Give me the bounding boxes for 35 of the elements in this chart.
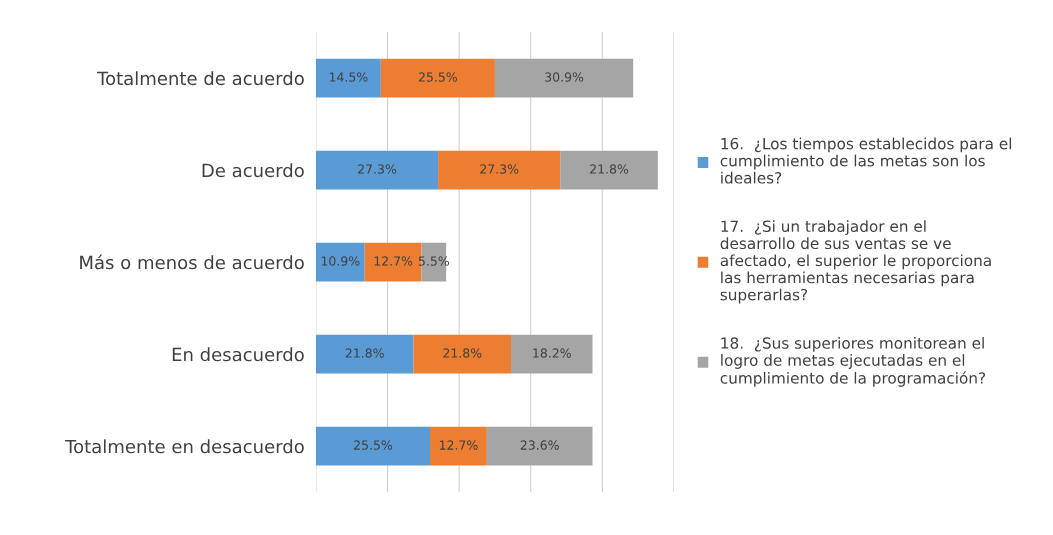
bar xyxy=(315,150,439,190)
legend-label: 16. ¿Los tiempos establecidos para el cumplimiento de las metas son los ideales? xyxy=(720,137,1012,184)
bar xyxy=(380,58,495,98)
legend-label: 17. ¿Si un trabajador en el desarrollo de sus ventas se ve afectado, el superior le proporciona las herramientas necesarias para superarlas? xyxy=(720,220,991,304)
y-tick-label: Más o menos de acuerdo xyxy=(80,254,304,270)
bar xyxy=(315,242,365,282)
bar xyxy=(413,334,512,374)
data-label: 30.9% xyxy=(545,72,584,82)
data-label: 25.5% xyxy=(354,440,393,450)
data-label: 21.8% xyxy=(590,164,629,174)
y-tick-label: En desacuerdo xyxy=(172,347,304,362)
data-label: 23.6% xyxy=(520,440,559,450)
y-tick-label: Totalmente en desacuerdo xyxy=(65,439,304,454)
data-label: 12.7% xyxy=(439,440,478,450)
bar xyxy=(560,150,658,190)
bar xyxy=(430,426,487,466)
data-label: 27.3% xyxy=(480,164,519,174)
y-tick-label: Totalmente de acuerdo xyxy=(97,71,304,86)
y-tick-label: De acuerdo xyxy=(202,163,304,178)
bar xyxy=(494,58,634,98)
bar xyxy=(315,58,381,98)
data-label: 10.9% xyxy=(321,256,360,266)
data-label: 18.2% xyxy=(533,348,571,358)
bar xyxy=(315,334,414,374)
legend-label: 18. ¿Sus superiores monitorean el logro de metas ejecutadas en el cumplimiento de la programación? xyxy=(720,337,986,387)
data-label: 27.3% xyxy=(358,164,397,174)
bar xyxy=(315,426,431,466)
bar xyxy=(486,426,593,466)
bar xyxy=(438,150,561,190)
data-label: 21.8% xyxy=(345,348,384,358)
bar xyxy=(511,334,593,374)
data-label: 25.5% xyxy=(418,72,458,82)
data-label: 21.8% xyxy=(443,348,482,358)
data-label: 12.7% xyxy=(374,256,413,266)
data-label: 14.5% xyxy=(329,72,368,82)
